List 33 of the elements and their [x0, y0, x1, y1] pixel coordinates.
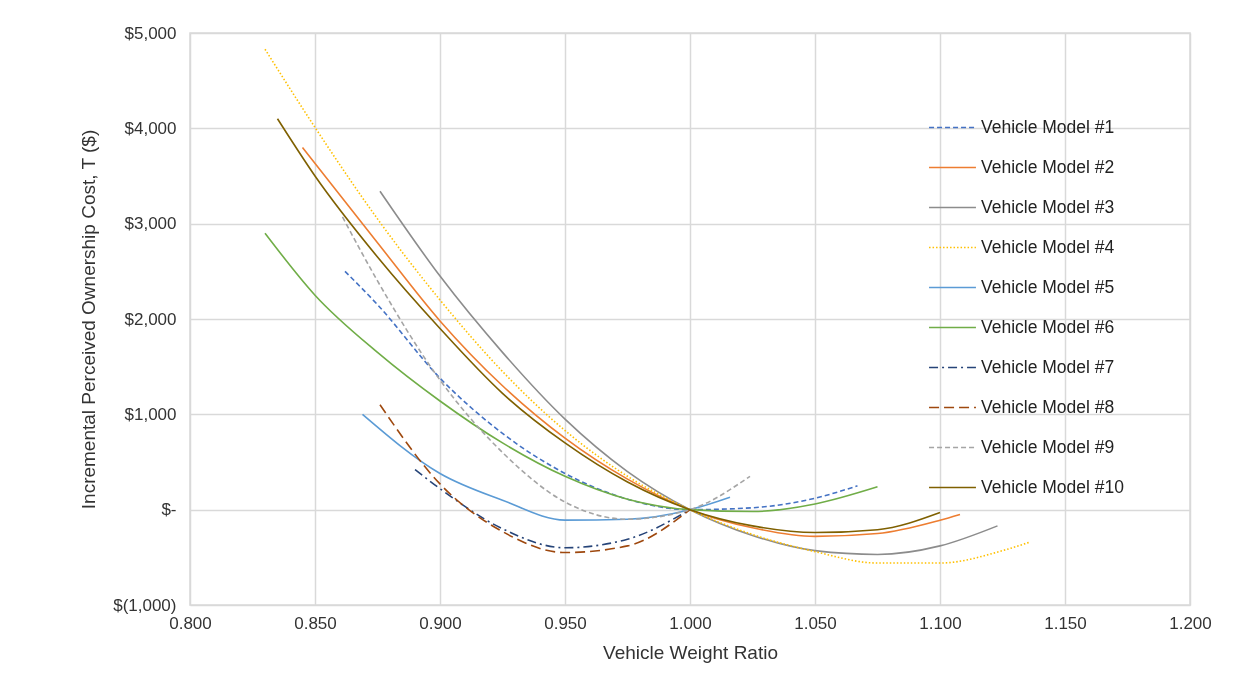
legend-label: Vehicle Model #2: [981, 156, 1115, 177]
line-series: [344, 270, 859, 511]
y-tick-label: $4,000: [124, 118, 177, 138]
y-tick-label: $5,000: [124, 23, 177, 43]
legend-label: Vehicle Model #6: [981, 316, 1115, 337]
x-tick-label: 0.900: [419, 613, 462, 633]
x-axis-title: Vehicle Weight Ratio: [603, 641, 778, 663]
legend-label: Vehicle Model #8: [981, 396, 1115, 417]
y-tick-label: $3,000: [124, 214, 177, 234]
x-tick-label: 1.200: [1169, 613, 1212, 633]
y-tick-label: $2,000: [124, 309, 177, 329]
x-tick-label: 1.050: [794, 613, 837, 633]
x-tick-label: 0.950: [544, 613, 587, 633]
x-tick-label: 0.850: [294, 613, 337, 633]
line-series: [264, 232, 879, 513]
legend-label: Vehicle Model #3: [981, 196, 1115, 217]
y-tick-label: $-: [161, 500, 177, 520]
y-tick-label: $1,000: [124, 404, 177, 424]
line-series: [341, 216, 751, 520]
legend-label: Vehicle Model #9: [981, 436, 1115, 457]
line-series: [379, 404, 691, 554]
x-tick-label: 0.800: [169, 613, 212, 633]
legend-label: Vehicle Model #10: [981, 476, 1125, 497]
legend-label: Vehicle Model #7: [981, 356, 1115, 377]
x-tick-label: 1.000: [669, 613, 712, 633]
y-axis-title: Incremental Perceived Ownership Cost, T ($): [78, 129, 100, 510]
legend-label: Vehicle Model #5: [981, 276, 1115, 297]
y-tick-label: $(1,000): [113, 595, 177, 615]
line-series: [361, 413, 731, 521]
x-tick-label: 1.150: [1044, 613, 1087, 633]
x-tick-label: 1.100: [919, 613, 962, 633]
legend-label: Vehicle Model #1: [981, 116, 1115, 137]
legend-label: Vehicle Model #4: [981, 236, 1115, 257]
